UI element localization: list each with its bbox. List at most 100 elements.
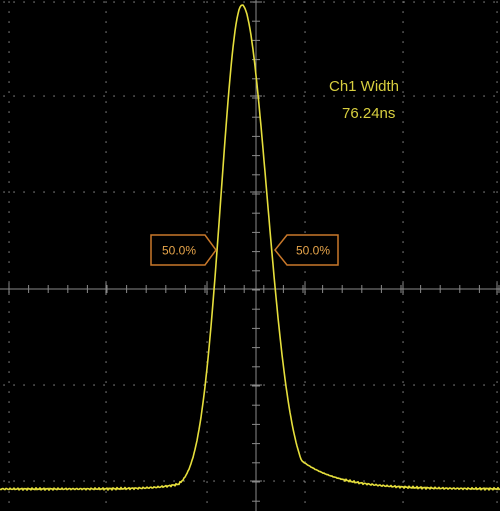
graticule-dot [8,261,10,263]
graticule-dot [402,141,404,143]
graticule-dot [183,191,185,193]
graticule-dot [33,384,35,386]
graticule-dot [393,480,395,482]
graticule-dot [163,95,165,97]
graticule-dot [105,281,107,283]
graticule-dot [402,481,404,483]
graticule-dot [402,121,404,123]
graticule-dot [293,384,295,386]
graticule-dot [105,271,107,273]
graticule-dot [105,161,107,163]
graticule-dot [304,211,306,213]
graticule-dot [8,441,10,443]
graticule-dot [123,191,125,193]
graticule-dot [33,95,35,97]
graticule-dot [3,1,5,3]
graticule-dot [402,211,404,213]
graticule-dot [3,95,5,97]
graticule-dot [8,201,10,203]
graticule-dot [353,384,355,386]
graticule-dot [173,480,175,482]
graticule-dot [93,480,95,482]
graticule-dot [453,95,455,97]
graticule-dot [206,31,208,33]
graticule-dot [105,1,107,3]
left-marker-label: 50.0% [162,244,196,258]
graticule-dot [53,480,55,482]
graticule-dot [373,480,375,482]
graticule-dot [496,501,498,503]
graticule-dot [113,95,115,97]
graticule-dot [206,151,208,153]
graticule-dot [496,121,498,123]
graticule-dot [443,191,445,193]
graticule-dot [103,480,105,482]
graticule-dot [496,231,498,233]
graticule-dot [8,371,10,373]
graticule-dot [313,95,315,97]
graticule-dot [8,1,10,3]
graticule-dot [496,181,498,183]
graticule-dot [493,480,495,482]
graticule-dot [402,91,404,93]
graticule-dot [233,191,235,193]
graticule-dot [402,161,404,163]
graticule-dot [496,381,498,383]
graticule-dot [105,111,107,113]
graticule-dot [453,1,455,3]
graticule-dot [105,191,107,193]
right-marker-tag-icon [274,234,339,266]
graticule-dot [304,41,306,43]
graticule-dot [206,281,208,283]
graticule-dot [304,231,306,233]
graticule-dot [8,241,10,243]
graticule-dot [402,351,404,353]
graticule-dot [496,421,498,423]
graticule-dot [273,384,275,386]
graticule-dot [402,151,404,153]
graticule-dot [83,384,85,386]
graticule-dot [343,384,345,386]
graticule-dot [206,21,208,23]
graticule-dot [393,95,395,97]
graticule-dot [304,171,306,173]
graticule-dot [304,101,306,103]
graticule-dot [333,191,335,193]
graticule-dot [8,171,10,173]
graticule-dot [402,301,404,303]
graticule-dot [402,371,404,373]
graticule-dot [223,191,225,193]
graticule-dot [8,331,10,333]
graticule-dot [496,21,498,23]
graticule-dot [53,384,55,386]
graticule-dot [105,361,107,363]
graticule-dot [433,480,435,482]
graticule-dot [206,501,208,503]
graticule-dot [304,81,306,83]
graticule-dot [496,341,498,343]
graticule-dot [383,1,385,3]
graticule-dot [304,141,306,143]
graticule-dot [473,191,475,193]
graticule-dot [273,95,275,97]
graticule-dot [323,95,325,97]
graticule-dot [8,401,10,403]
graticule-dot [243,480,245,482]
graticule-dot [8,221,10,223]
graticule-dot [453,191,455,193]
graticule-dot [383,95,385,97]
graticule-dot [173,191,175,193]
graticule-dot [304,121,306,123]
graticule-dot [206,121,208,123]
graticule-dot [443,480,445,482]
graticule-dot [206,231,208,233]
graticule-dot [83,480,85,482]
graticule-dot [402,271,404,273]
graticule-dot [105,501,107,503]
ch1-pulse-trace [0,4,500,491]
graticule-dot [206,81,208,83]
graticule-dot [123,95,125,97]
graticule-dot [63,480,65,482]
graticule-dot [206,351,208,353]
